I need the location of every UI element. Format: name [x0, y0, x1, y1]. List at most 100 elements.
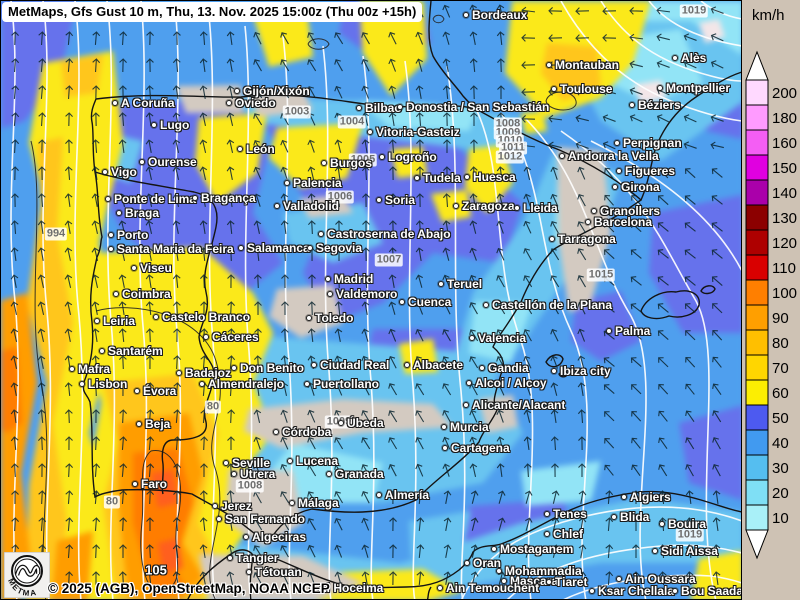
isobar-label: 1004 [337, 115, 367, 129]
wind-arrow-icon [712, 303, 723, 314]
wind-arrow-icon [496, 247, 505, 261]
wind-arrow-icon [199, 166, 208, 180]
legend-box [745, 404, 769, 431]
wind-arrow-icon [469, 436, 477, 450]
wind-arrow-icon [389, 166, 397, 181]
wind-arrow-icon [307, 491, 317, 504]
wind-arrow-icon [253, 193, 261, 207]
city: Gandia [479, 362, 529, 374]
wind-arrow-icon [550, 166, 558, 180]
wind-arrow-icon [523, 302, 533, 315]
wind-arrow-icon [415, 247, 424, 261]
wind-arrow-icon [442, 301, 451, 315]
wind-arrow-icon [199, 139, 208, 153]
city: Santarém [99, 345, 163, 357]
wind-arrow-icon [388, 383, 398, 396]
city-label: Toledo [315, 311, 354, 325]
wind-arrow-icon [683, 87, 697, 96]
city: Montauban [546, 59, 619, 71]
wind-arrow-icon [280, 355, 289, 370]
city: Santa Maria da Feira [108, 243, 234, 255]
wind-arrow-icon [525, 571, 533, 585]
wind-arrow-icon [334, 32, 344, 45]
wind-arrow-icon [685, 410, 695, 423]
wind-arrow-icon [685, 464, 694, 477]
city-label: A Coruña [121, 96, 175, 110]
wind-arrow-icon [577, 275, 586, 288]
wind-arrow-icon [496, 275, 505, 288]
city-marker-icon [237, 146, 243, 152]
wind-arrow-icon [38, 139, 46, 154]
city-label: Évora [143, 384, 177, 398]
wind-arrow-icon [38, 517, 47, 532]
map-area[interactable]: 1019 994 1003 1004 1005 1006 1007 1008 1009 1010 1… [0, 0, 742, 600]
city: Évora [134, 385, 176, 397]
coastlines [82, 1, 741, 599]
wind-arrow-icon [415, 85, 424, 99]
isobar-label: 80 [103, 495, 121, 509]
wind-arrow-icon [388, 437, 398, 450]
wind-arrow-icon [602, 141, 616, 150]
city-label: Mostaganem [500, 542, 574, 556]
city: Ksar Chellala [589, 585, 674, 597]
wind-arrow-icon [253, 166, 262, 180]
wind-arrow-icon [550, 248, 560, 261]
wind-arrow-icon [281, 274, 289, 289]
wind-arrow-icon [10, 355, 19, 369]
wind-arrow-icon [389, 220, 397, 235]
wind-arrow-icon [710, 6, 724, 14]
wind-arrow-icon [226, 220, 235, 235]
wind-arrow-icon [227, 274, 235, 289]
legend-value: 100 [772, 285, 797, 302]
wind-arrow-icon [308, 274, 316, 289]
wind-arrow-icon [361, 139, 370, 154]
wind-arrow-icon [146, 517, 154, 531]
city-label: Bordeaux [472, 8, 528, 22]
wind-arrow-icon [118, 301, 127, 316]
wind-arrow-icon [280, 328, 289, 343]
city-label: Badajoz [185, 366, 232, 380]
wind-arrow-icon [658, 168, 669, 179]
city-marker-icon [116, 210, 122, 216]
wind-arrow-icon [389, 193, 397, 207]
wind-arrow-icon [64, 274, 73, 288]
wind-arrow-icon [416, 517, 425, 532]
city-label: Málaga [298, 496, 339, 510]
city-marker-icon [325, 276, 331, 282]
wind-arrow-icon [227, 355, 236, 370]
city-marker-icon [304, 381, 310, 387]
wind-arrow-icon [307, 220, 316, 235]
city: Algeciras [243, 531, 306, 543]
wind-arrow-icon [334, 85, 343, 99]
wind-arrow-icon [656, 6, 671, 15]
wind-arrow-icon [334, 139, 343, 153]
city: Sidi Aissa [652, 545, 718, 557]
wind-arrow-icon [37, 409, 46, 424]
wind-arrow-icon [388, 85, 397, 99]
legend-box [745, 129, 769, 156]
city-label: Tangier [236, 551, 279, 565]
wind-arrow-icon [442, 463, 450, 477]
wind-arrow-icon [658, 437, 668, 450]
wind-arrow-icon [91, 355, 100, 370]
wind-arrow-icon [118, 166, 127, 180]
city-label: Al Hoceima [318, 581, 384, 595]
wind-arrow-icon [496, 329, 506, 342]
wind-arrow-icon [523, 463, 532, 478]
wind-arrow-icon [91, 139, 100, 154]
wind-arrow-icon [415, 31, 424, 45]
city-marker-icon [102, 169, 108, 175]
city-label: Seville [232, 456, 271, 470]
wind-arrow-icon [199, 517, 208, 532]
legend-box [745, 154, 769, 181]
city-marker-icon [284, 180, 290, 186]
wind-arrow-icon [91, 382, 100, 397]
city: Burgos [321, 157, 372, 169]
wind-arrow-icon [684, 249, 696, 259]
wind-arrow-icon [389, 544, 397, 559]
city-label: Viseu [140, 261, 172, 275]
wind-arrow-icon [442, 436, 451, 450]
city-marker-icon [616, 576, 622, 582]
city-marker-icon [376, 492, 382, 498]
wind-arrow-icon [630, 222, 642, 233]
